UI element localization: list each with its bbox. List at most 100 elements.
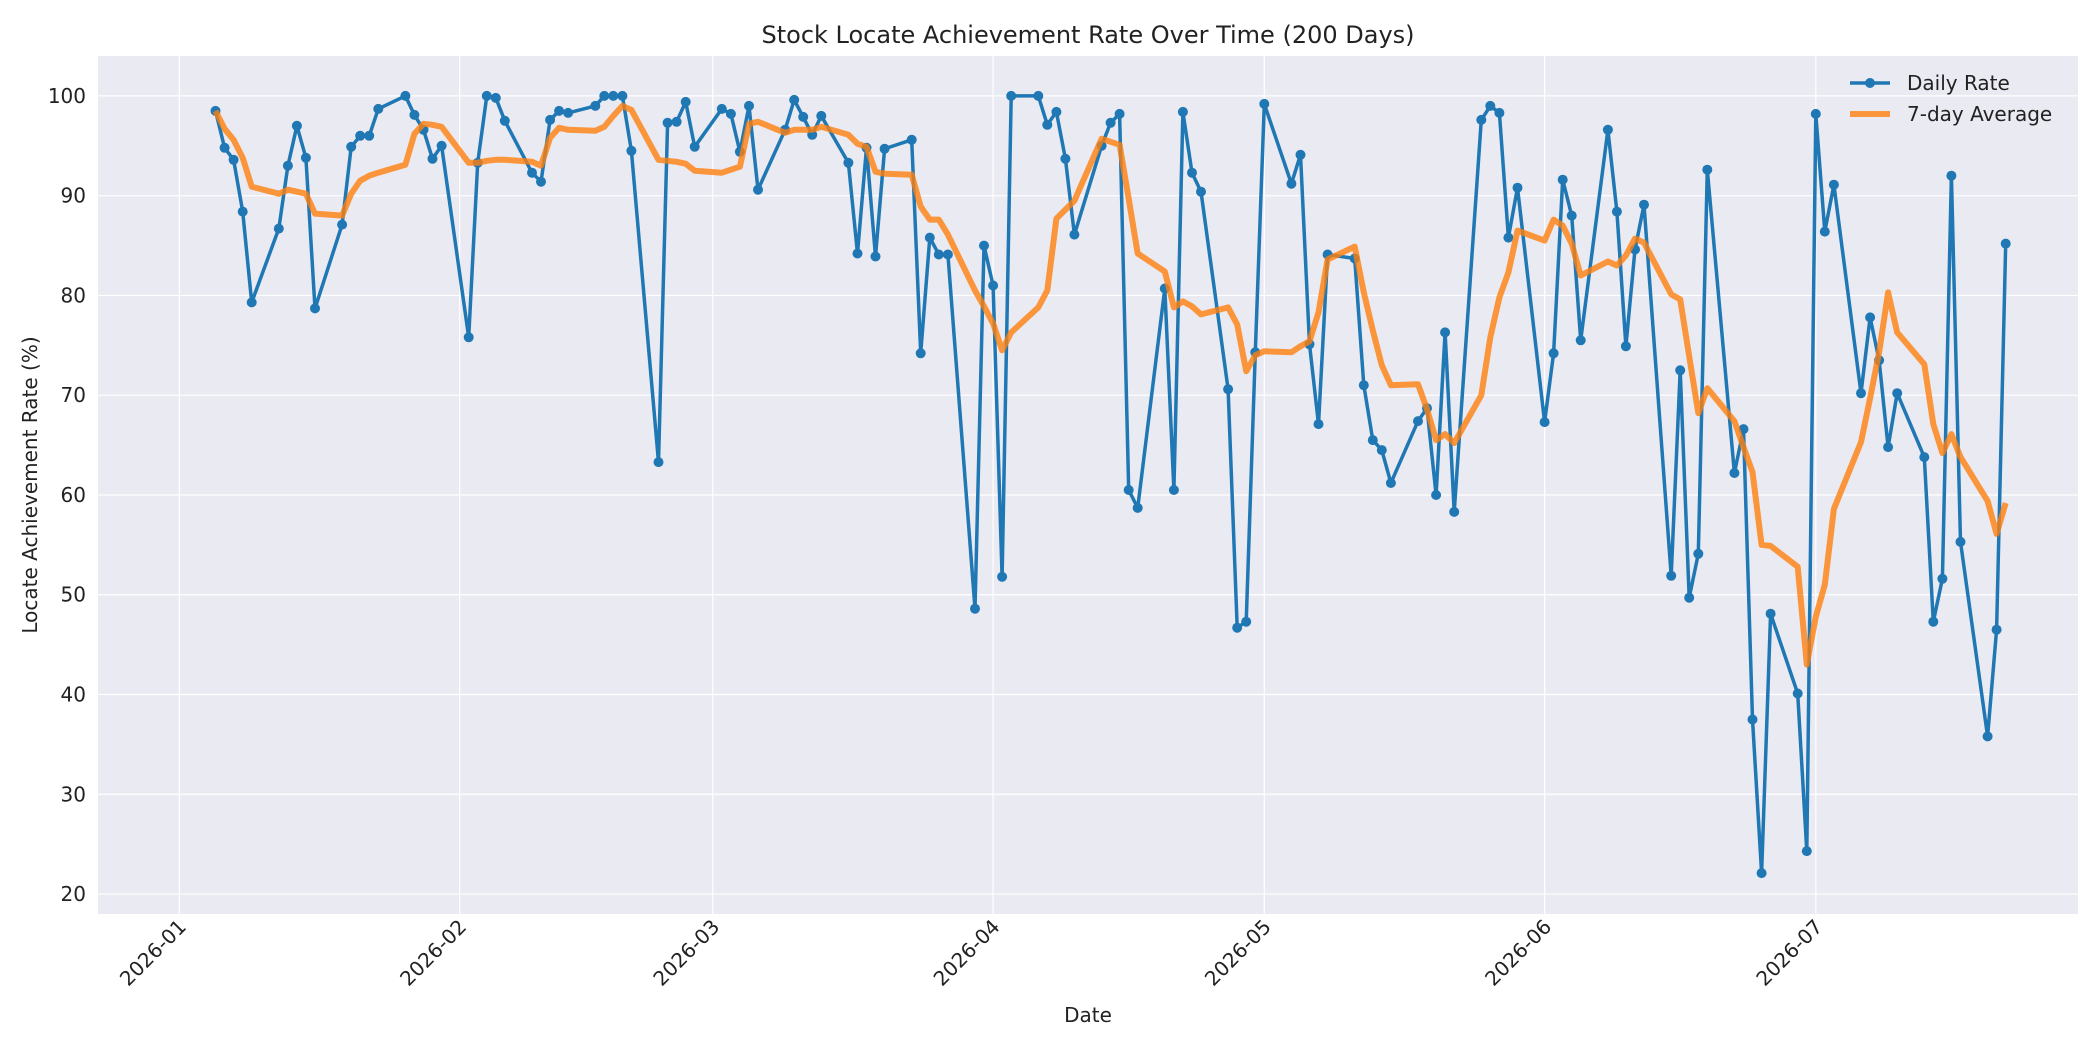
y-tick-label: 70	[61, 383, 86, 407]
daily-rate-point	[753, 184, 763, 195]
daily-rate-point	[798, 111, 809, 122]
daily-rate-point	[789, 94, 800, 105]
daily-rate-point	[1512, 182, 1523, 193]
daily-rate-point	[436, 140, 447, 151]
daily-rate-point	[1675, 365, 1686, 376]
daily-rate-point	[924, 232, 935, 243]
daily-rate-point	[1702, 164, 1713, 175]
daily-rate-point	[1819, 226, 1830, 237]
daily-rate-point	[1503, 232, 1514, 243]
daily-rate-point	[1666, 570, 1677, 581]
daily-rate-point	[988, 280, 999, 291]
daily-rate-point	[1639, 199, 1649, 210]
daily-rate-point	[246, 297, 257, 308]
daily-rate-point	[1937, 573, 1948, 584]
daily-rate-point	[906, 134, 917, 145]
daily-rate-point	[1042, 119, 1053, 130]
daily-rate-point	[1982, 731, 1993, 742]
daily-rate-point	[879, 143, 890, 154]
daily-rate-point	[273, 223, 284, 234]
daily-rate-point	[671, 116, 682, 127]
x-tick-label: 2026-06	[1480, 915, 1556, 991]
y-tick-label: 50	[61, 583, 86, 607]
daily-rate-point	[1611, 206, 1622, 217]
daily-rate-point	[1810, 108, 1821, 119]
daily-rate-point	[626, 145, 637, 156]
daily-rate-point	[400, 90, 411, 101]
seven-day-average-line	[212, 102, 2009, 668]
daily-rate-point	[744, 100, 754, 111]
legend-label-daily: Daily Rate	[1907, 71, 2010, 95]
daily-rate-point	[1991, 624, 2002, 635]
daily-rate-point	[1431, 490, 1442, 500]
daily-rate-point	[1485, 100, 1496, 111]
daily-rate-point	[1259, 98, 1270, 109]
daily-rate-point	[1919, 452, 1930, 463]
daily-rate-point	[463, 332, 474, 343]
daily-rate-point	[816, 110, 827, 121]
daily-rate-point	[1187, 167, 1197, 178]
daily-rate-point	[1177, 106, 1188, 117]
plot-area	[98, 56, 2078, 914]
daily-rate-point	[1883, 442, 1894, 453]
daily-rate-point	[490, 92, 501, 103]
daily-rate-point	[373, 103, 384, 114]
daily-rate-point	[716, 103, 727, 114]
daily-rate-point	[662, 117, 673, 128]
daily-rate-point	[1566, 210, 1577, 221]
daily-rate-point	[1223, 384, 1234, 395]
daily-rate-point	[228, 154, 239, 165]
x-tick-label: 2026-01	[115, 915, 191, 991]
daily-rate-point	[970, 603, 980, 614]
daily-rate-point	[1476, 114, 1487, 125]
daily-rate-point	[1865, 312, 1876, 323]
x-tick-label: 2026-02	[395, 915, 471, 991]
daily-rate-point	[1602, 124, 1613, 135]
y-axis-label: Locate Achievement Rate (%)	[18, 336, 42, 633]
daily-rate-point	[1548, 348, 1559, 359]
daily-rate-point	[1856, 388, 1866, 399]
chart-title: Stock Locate Achievement Rate Over Time …	[761, 21, 1414, 49]
daily-rate-point	[1033, 90, 1044, 101]
daily-rate-point	[1132, 502, 1143, 513]
daily-rate-point	[1928, 616, 1939, 627]
daily-rate-point	[527, 167, 537, 178]
daily-rate-point	[499, 115, 510, 126]
daily-rate-point	[563, 107, 574, 118]
daily-rate-point	[997, 571, 1008, 582]
daily-rate-point	[933, 249, 944, 260]
daily-rate-point	[337, 219, 348, 230]
daily-rate-point	[1955, 536, 1966, 547]
daily-rate-point	[1620, 341, 1631, 352]
y-tick-label: 80	[61, 283, 86, 307]
daily-rate-point	[282, 160, 293, 171]
daily-rate-point	[409, 109, 420, 120]
x-tick-label: 2026-07	[1751, 915, 1827, 991]
daily-rate-point	[1114, 108, 1125, 119]
daily-rate-point	[1801, 846, 1812, 857]
daily-rate-point	[355, 130, 366, 141]
daily-rate-point	[1069, 229, 1080, 240]
daily-rate-point	[852, 248, 863, 259]
legend-marker-daily	[1865, 78, 1875, 88]
daily-rate-point	[364, 130, 375, 141]
daily-rate-point	[608, 90, 619, 101]
daily-rate-point	[1946, 170, 1957, 181]
daily-rate-point	[1367, 435, 1378, 446]
daily-rate-point	[1693, 548, 1704, 559]
daily-rate-point	[554, 105, 565, 116]
daily-rate-point	[1060, 153, 1071, 164]
x-tick-label: 2026-05	[1200, 915, 1276, 991]
y-tick-label: 30	[61, 782, 86, 806]
daily-rate-point	[915, 348, 926, 359]
daily-rate-point	[979, 240, 989, 251]
daily-rate-point	[1006, 90, 1017, 101]
daily-rate-point	[1729, 468, 1740, 478]
daily-rate-point	[1539, 417, 1550, 428]
y-tick-label: 40	[61, 683, 86, 707]
daily-rate-point	[689, 141, 700, 152]
daily-rate-point	[1557, 174, 1568, 185]
daily-rate-point	[1385, 478, 1396, 488]
daily-rate-point	[346, 141, 357, 152]
